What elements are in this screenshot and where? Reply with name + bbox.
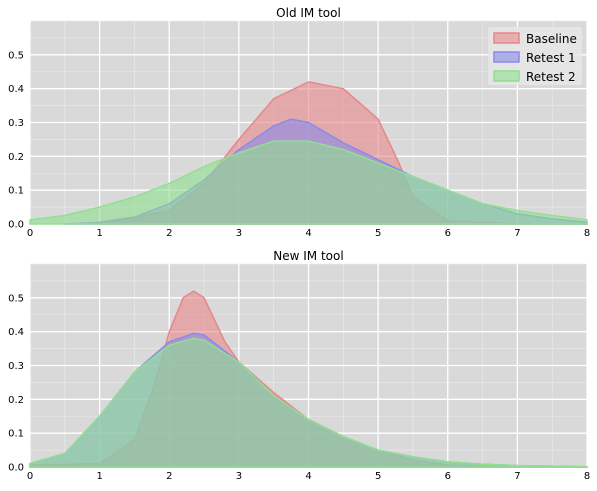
- x-tick-labels: 0 1 2 3 4 5 6 7 8: [27, 471, 590, 482]
- x-tick-label: 2: [166, 228, 172, 239]
- x-tick-label: 8: [584, 228, 590, 239]
- x-tick-label: 0: [27, 228, 33, 239]
- y-tick-labels: 0.0 0.1 0.2 0.3 0.4 0.5: [8, 293, 24, 473]
- x-tick-label: 5: [375, 471, 381, 482]
- y-tick-label: 0.4: [8, 327, 24, 338]
- legend-label: Baseline: [526, 32, 577, 46]
- y-tick-label: 0.0: [8, 463, 24, 474]
- x-tick-label: 1: [96, 228, 102, 239]
- y-tick-label: 0.3: [8, 361, 24, 372]
- legend-swatch: [493, 70, 520, 82]
- x-tick-label: 6: [445, 471, 451, 482]
- series-areas: [29, 290, 588, 468]
- x-tick-label: 7: [514, 228, 520, 239]
- y-tick-label: 0.5: [8, 293, 24, 304]
- x-tick-label: 2: [166, 471, 172, 482]
- series-areas: [29, 81, 588, 225]
- x-tick-label: 3: [236, 228, 242, 239]
- chart-title: New IM tool: [273, 249, 343, 263]
- y-tick-label: 0.1: [8, 429, 24, 440]
- area-retest-2: [29, 337, 588, 468]
- x-tick-label: 1: [96, 471, 102, 482]
- x-tick-labels: 0 1 2 3 4 5 6 7 8: [27, 228, 590, 239]
- x-tick-label: 4: [305, 471, 311, 482]
- y-tick-label: 0.1: [8, 186, 24, 197]
- y-tick-label: 0.3: [8, 118, 24, 129]
- x-tick-label: 4: [305, 228, 311, 239]
- panel-new-im-tool: 0 1 2 3 4 5 6 7 8 0.0 0.1 0.2 0.3 0.4 0.5 New IM tool: [8, 249, 590, 482]
- legend-swatch: [493, 32, 520, 44]
- y-tick-labels: 0.0 0.1 0.2 0.3 0.4 0.5: [8, 50, 24, 230]
- x-tick-label: 6: [445, 228, 451, 239]
- panel-old-im-tool: 0 1 2 3 4 5 6 7 8 0.0 0.1 0.2 0.3 0.4 0.5 Old IM tool…: [8, 6, 590, 239]
- area-retest-2: [29, 140, 588, 225]
- legend-label: Retest 1: [526, 51, 576, 65]
- y-tick-label: 0.2: [8, 152, 24, 163]
- x-tick-label: 0: [27, 471, 33, 482]
- gridlines: [29, 263, 588, 468]
- legend: Baseline Retest 1 Retest 2: [488, 27, 582, 85]
- y-tick-label: 0.0: [8, 220, 24, 231]
- x-tick-label: 7: [514, 471, 520, 482]
- x-tick-label: 3: [236, 471, 242, 482]
- y-tick-label: 0.2: [8, 395, 24, 406]
- y-tick-label: 0.4: [8, 84, 24, 95]
- chart-title: Old IM tool: [276, 6, 341, 20]
- x-tick-label: 5: [375, 228, 381, 239]
- legend-swatch: [493, 51, 520, 63]
- x-tick-label: 8: [584, 471, 590, 482]
- legend-label: Retest 2: [526, 70, 576, 84]
- y-tick-label: 0.5: [8, 50, 24, 61]
